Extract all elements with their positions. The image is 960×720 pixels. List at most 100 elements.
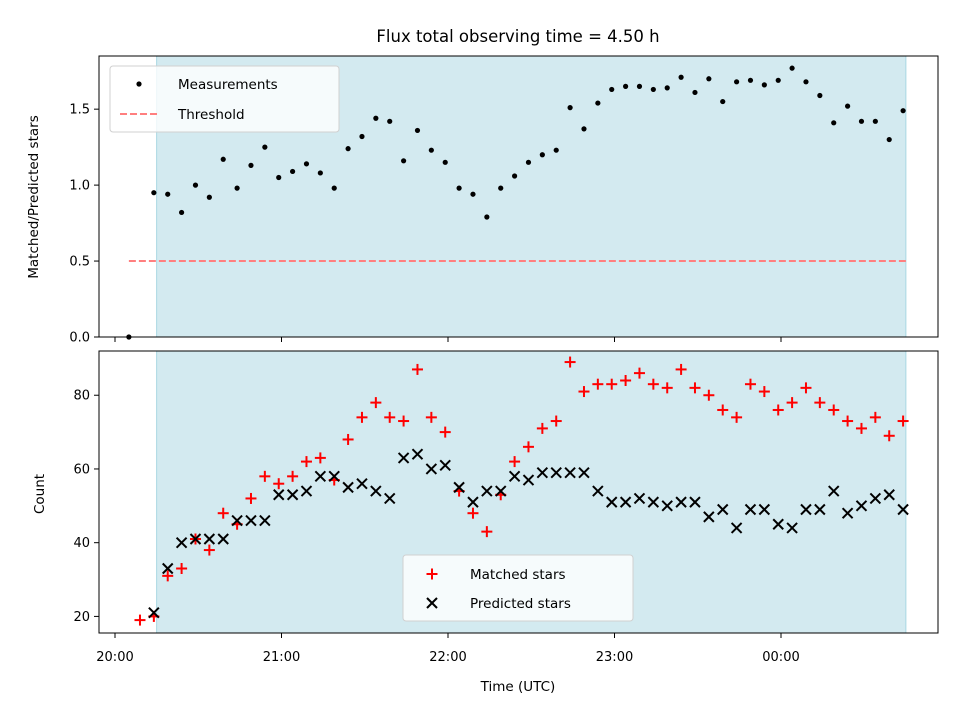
predicted-star-marker xyxy=(730,522,743,534)
matched-star-marker xyxy=(342,433,354,445)
measurement-point xyxy=(747,77,754,83)
predicted-star-marker xyxy=(522,474,535,486)
measurement-point xyxy=(858,118,865,124)
predicted-star-marker xyxy=(564,466,576,479)
matched-star-marker xyxy=(273,478,285,490)
matched-star-marker xyxy=(717,404,729,416)
matched-star-marker xyxy=(814,397,826,409)
predicted-star-marker-b xyxy=(453,481,465,494)
predicted-star-marker-b xyxy=(162,562,174,575)
y-tick-label: 1.5 xyxy=(69,103,90,118)
predicted-star-marker-b xyxy=(342,481,354,494)
chart-title: Flux total observing time = 4.50 h xyxy=(376,27,659,46)
predicted-star-marker xyxy=(689,496,701,508)
measurement-point xyxy=(165,191,171,197)
matched-star-marker xyxy=(883,430,895,442)
matched-star-marker xyxy=(398,415,410,427)
matched-star-marker xyxy=(564,356,576,368)
predicted-star-marker-b xyxy=(217,533,229,545)
measurement-point xyxy=(734,79,740,85)
measurement-point xyxy=(511,173,518,179)
bottom-panel: 20 40 60 80 20:00 21:00 22:00 23:00 00:00 Matched… xyxy=(73,350,939,665)
measurement-point xyxy=(206,194,212,200)
predicted-star-marker-b xyxy=(800,503,812,516)
x-tick-label: 23:00 xyxy=(596,650,633,665)
predicted-star-marker-b xyxy=(439,459,451,471)
measurement-point xyxy=(567,105,573,111)
predicted-star-marker xyxy=(384,492,396,505)
measurement-point xyxy=(817,92,823,99)
measurement-point xyxy=(387,118,393,124)
matched-star-marker xyxy=(786,397,798,409)
predicted-star-marker-b xyxy=(772,518,784,530)
measurement-point xyxy=(498,185,504,191)
measurement-point xyxy=(192,182,199,188)
predicted-star-marker-b xyxy=(148,607,160,619)
matched-star-marker xyxy=(314,452,326,464)
predicted-star-marker-b xyxy=(883,489,895,501)
measurement-point xyxy=(595,100,601,106)
measurement-point xyxy=(886,136,892,143)
measurement-point xyxy=(276,174,282,181)
matched-star-marker xyxy=(855,422,867,434)
measurement-point xyxy=(401,158,407,164)
y-tick-label: 20 xyxy=(73,610,90,625)
predicted-star-marker xyxy=(370,485,382,497)
y-axis-label-top: Matched/Predicted stars xyxy=(26,115,42,278)
matched-star-marker xyxy=(384,411,396,423)
measurement-point xyxy=(470,191,476,197)
legend-threshold-label: Threshold xyxy=(177,107,245,123)
predicted-star-marker xyxy=(245,514,257,527)
measurement-point xyxy=(359,133,365,140)
y-tick-label: 40 xyxy=(73,536,90,551)
predicted-star-marker xyxy=(717,503,729,516)
measurement-point xyxy=(303,161,310,167)
predicted-star-marker-b xyxy=(730,522,743,534)
predicted-star-marker-b xyxy=(384,492,396,505)
measurement-point xyxy=(845,103,851,109)
measurement-point xyxy=(803,79,809,85)
predicted-star-marker xyxy=(162,562,174,575)
measurement-point xyxy=(720,98,726,105)
legend-box xyxy=(109,65,340,133)
matched-star-marker xyxy=(869,411,881,423)
measurement-point xyxy=(456,185,462,191)
y-tick-label: 60 xyxy=(73,462,90,477)
predicted-star-marker xyxy=(453,481,465,494)
predicted-star-marker-b xyxy=(828,485,840,497)
matched-star-marker xyxy=(731,411,743,423)
matched-star-marker xyxy=(703,389,715,401)
matched-star-marker xyxy=(689,382,701,394)
matched-star-marker xyxy=(370,397,382,409)
measurement-point xyxy=(761,82,767,88)
matched-star-marker xyxy=(592,378,604,390)
matched-star-marker xyxy=(176,562,188,574)
matched-star-marker xyxy=(425,411,437,423)
matched-star-marker xyxy=(287,470,299,482)
measurement-point xyxy=(373,115,379,121)
measurement-point xyxy=(345,146,351,152)
legend-predicted-label: Predicted stars xyxy=(470,596,571,612)
predicted-star-marker xyxy=(647,496,660,508)
legend-predicted-marker-b xyxy=(426,597,438,609)
predicted-star-marker-b xyxy=(592,485,604,497)
predicted-star-marker-b xyxy=(744,503,757,516)
measurement-point xyxy=(831,120,837,126)
predicted-star-marker xyxy=(411,448,424,460)
predicted-star-marker xyxy=(328,470,340,483)
matched-star-marker xyxy=(772,404,784,416)
predicted-star-marker-b xyxy=(536,466,549,479)
predicted-star-marker-b xyxy=(897,503,909,516)
predicted-star-marker xyxy=(397,452,410,464)
predicted-star-marker xyxy=(286,489,299,501)
predicted-star-marker xyxy=(828,485,840,497)
measurement-point xyxy=(151,190,157,196)
predicted-star-marker xyxy=(536,466,549,479)
predicted-star-marker xyxy=(314,470,327,483)
predicted-star-marker-b xyxy=(245,514,257,527)
predicted-star-marker xyxy=(481,485,493,497)
predicted-star-marker xyxy=(273,489,285,501)
predicted-star-marker xyxy=(508,470,521,483)
predicted-star-marker-b xyxy=(564,466,576,479)
